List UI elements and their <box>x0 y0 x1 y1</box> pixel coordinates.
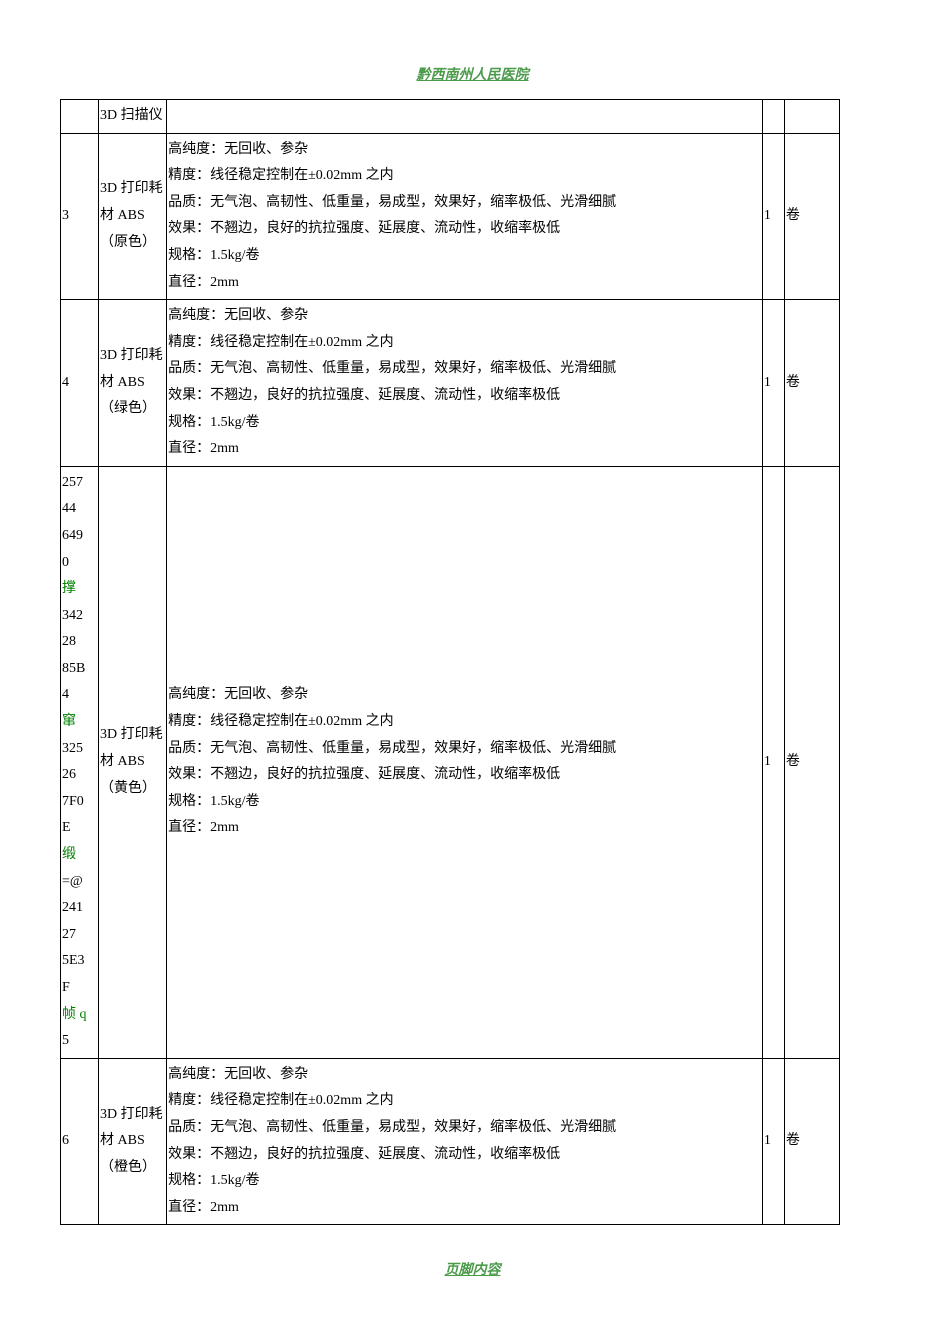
footer-text: 页脚内容 <box>445 1263 501 1278</box>
desc-line: 高纯度：无回收、参杂 <box>168 682 761 709</box>
seq-fragment: 缎 <box>62 842 97 869</box>
seq-fragment: 窜 <box>62 709 97 736</box>
desc-line: 品质：无气泡、高韧性、低重量，易成型，效果好，缩率极低、光滑细腻 <box>168 1115 761 1142</box>
page-header: 黔西南州人民医院 <box>0 0 945 99</box>
table-row: 257446490撑3422885B4窜325267F0E缎 =@241275E… <box>61 466 840 1058</box>
cell-name: 3D 打印耗材 ABS（黄色） <box>99 466 167 1058</box>
cell-seq: 6 <box>61 1058 99 1225</box>
desc-line: 效果：不翘边，良好的抗拉强度、延展度、流动性，收缩率极低 <box>168 762 761 789</box>
cell-qty: 1 <box>762 133 784 300</box>
cell-qty: 1 <box>762 1058 784 1225</box>
seq-fragment: 342 <box>62 603 97 630</box>
cell-unit: 卷 <box>784 133 839 300</box>
header-title: 黔西南州人民医院 <box>417 68 529 83</box>
desc-line: 精度：线径稳定控制在±0.02mm 之内 <box>168 330 761 357</box>
cell-desc <box>167 100 763 134</box>
seq-fragment: 28 <box>62 629 97 656</box>
desc-line: 直径：2mm <box>168 815 761 842</box>
cell-desc: 高纯度：无回收、参杂 精度：线径稳定控制在±0.02mm 之内 品质：无气泡、高… <box>167 133 763 300</box>
seq-fragment: 5 <box>62 1028 97 1055</box>
seq-fragment: 26 <box>62 762 97 789</box>
desc-line: 品质：无气泡、高韧性、低重量，易成型，效果好，缩率极低、光滑细腻 <box>168 190 761 217</box>
seq-fragment: 325 <box>62 736 97 763</box>
cell-desc: 高纯度：无回收、参杂 精度：线径稳定控制在±0.02mm 之内 品质：无气泡、高… <box>167 1058 763 1225</box>
seq-fragment: 44 <box>62 496 97 523</box>
materials-table: 3D 扫描仪 3 3D 打印耗材 ABS（原色） 高纯度：无回收、参杂 精度：线… <box>60 99 840 1225</box>
cell-seq: 4 <box>61 300 99 467</box>
desc-line: 品质：无气泡、高韧性、低重量，易成型，效果好，缩率极低、光滑细腻 <box>168 736 761 763</box>
seq-fragment: E <box>62 815 97 842</box>
seq-fragment: 85B <box>62 656 97 683</box>
seq-fragment: 257 <box>62 470 97 497</box>
desc-line: 直径：2mm <box>168 270 761 297</box>
cell-qty: 1 <box>762 466 784 1058</box>
table-row: 4 3D 打印耗材 ABS（绿色） 高纯度：无回收、参杂 精度：线径稳定控制在±… <box>61 300 840 467</box>
cell-qty: 1 <box>762 300 784 467</box>
seq-fragment: 5E3 <box>62 948 97 975</box>
table-container: 3D 扫描仪 3 3D 打印耗材 ABS（原色） 高纯度：无回收、参杂 精度：线… <box>60 99 885 1225</box>
desc-line: 精度：线径稳定控制在±0.02mm 之内 <box>168 1088 761 1115</box>
cell-desc: 高纯度：无回收、参杂 精度：线径稳定控制在±0.02mm 之内 品质：无气泡、高… <box>167 300 763 467</box>
cell-name: 3D 打印耗材 ABS（原色） <box>99 133 167 300</box>
desc-line: 高纯度：无回收、参杂 <box>168 1062 761 1089</box>
cell-unit <box>784 100 839 134</box>
desc-line: 规格：1.5kg/卷 <box>168 1168 761 1195</box>
seq-fragment: 4 <box>62 682 97 709</box>
cell-name: 3D 扫描仪 <box>99 100 167 134</box>
seq-fragment: 649 <box>62 523 97 550</box>
desc-line: 规格：1.5kg/卷 <box>168 243 761 270</box>
seq-fragment: 241 <box>62 895 97 922</box>
seq-fragment: 27 <box>62 922 97 949</box>
table-row: 6 3D 打印耗材 ABS（橙色） 高纯度：无回收、参杂 精度：线径稳定控制在±… <box>61 1058 840 1225</box>
table-row: 3 3D 打印耗材 ABS（原色） 高纯度：无回收、参杂 精度：线径稳定控制在±… <box>61 133 840 300</box>
desc-line: 规格：1.5kg/卷 <box>168 789 761 816</box>
cell-unit: 卷 <box>784 300 839 467</box>
cell-qty <box>762 100 784 134</box>
desc-line: 直径：2mm <box>168 1195 761 1222</box>
cell-name: 3D 打印耗材 ABS（绿色） <box>99 300 167 467</box>
seq-fragment: 撑 <box>62 576 97 603</box>
desc-line: 效果：不翘边，良好的抗拉强度、延展度、流动性，收缩率极低 <box>168 216 761 243</box>
cell-seq <box>61 100 99 134</box>
desc-line: 规格：1.5kg/卷 <box>168 410 761 437</box>
desc-line: 直径：2mm <box>168 436 761 463</box>
seq-fragment: 0 <box>62 550 97 577</box>
desc-line: 品质：无气泡、高韧性、低重量，易成型，效果好，缩率极低、光滑细腻 <box>168 356 761 383</box>
desc-line: 精度：线径稳定控制在±0.02mm 之内 <box>168 709 761 736</box>
desc-line: 效果：不翘边，良好的抗拉强度、延展度、流动性，收缩率极低 <box>168 1142 761 1169</box>
cell-seq: 257446490撑3422885B4窜325267F0E缎 =@241275E… <box>61 466 99 1058</box>
desc-line: 效果：不翘边，良好的抗拉强度、延展度、流动性，收缩率极低 <box>168 383 761 410</box>
seq-fragment: 7F0 <box>62 789 97 816</box>
cell-desc: 高纯度：无回收、参杂 精度：线径稳定控制在±0.02mm 之内 品质：无气泡、高… <box>167 466 763 1058</box>
cell-name: 3D 打印耗材 ABS（橙色） <box>99 1058 167 1225</box>
cell-unit: 卷 <box>784 1058 839 1225</box>
table-row: 3D 扫描仪 <box>61 100 840 134</box>
page-footer: 页脚内容 <box>0 1259 945 1279</box>
desc-line: 高纯度：无回收、参杂 <box>168 303 761 330</box>
seq-fragment: F <box>62 975 97 1002</box>
desc-line: 高纯度：无回收、参杂 <box>168 137 761 164</box>
cell-seq: 3 <box>61 133 99 300</box>
seq-fragment: =@ <box>62 869 97 896</box>
cell-unit: 卷 <box>784 466 839 1058</box>
desc-line: 精度：线径稳定控制在±0.02mm 之内 <box>168 163 761 190</box>
seq-fragment: 帧 q <box>62 1002 97 1029</box>
